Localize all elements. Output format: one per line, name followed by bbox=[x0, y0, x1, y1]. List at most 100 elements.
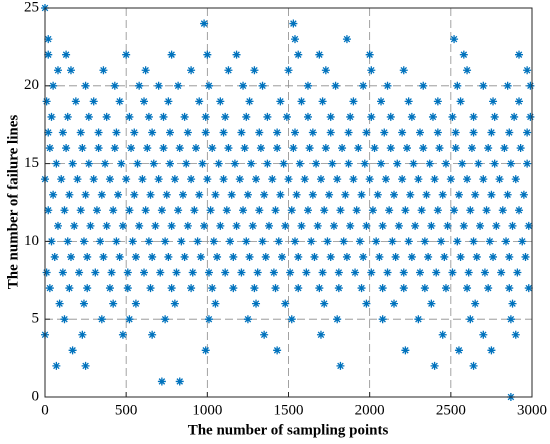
point bbox=[58, 268, 67, 277]
point bbox=[209, 237, 218, 246]
point bbox=[198, 159, 207, 168]
point bbox=[515, 97, 524, 106]
point bbox=[502, 237, 511, 246]
point bbox=[258, 81, 267, 90]
point bbox=[112, 237, 121, 246]
point bbox=[357, 190, 366, 199]
point bbox=[125, 315, 134, 324]
point bbox=[159, 144, 168, 153]
point bbox=[58, 128, 67, 137]
point bbox=[312, 159, 321, 168]
point bbox=[79, 299, 88, 308]
point bbox=[112, 128, 121, 137]
point bbox=[401, 206, 410, 215]
point bbox=[448, 268, 457, 277]
point bbox=[521, 252, 530, 261]
point bbox=[219, 128, 228, 137]
point bbox=[156, 268, 165, 277]
point bbox=[216, 221, 225, 230]
point bbox=[359, 252, 368, 261]
point bbox=[399, 66, 408, 75]
point bbox=[320, 206, 329, 215]
point bbox=[432, 268, 441, 277]
point bbox=[487, 346, 496, 355]
point bbox=[420, 284, 429, 293]
point bbox=[240, 144, 249, 153]
point bbox=[94, 128, 103, 137]
point bbox=[73, 175, 82, 184]
point bbox=[459, 50, 468, 59]
point bbox=[419, 144, 428, 153]
point bbox=[97, 315, 106, 324]
point bbox=[456, 252, 465, 261]
point bbox=[200, 221, 209, 230]
point bbox=[76, 206, 85, 215]
point bbox=[180, 112, 189, 121]
point bbox=[433, 206, 442, 215]
point bbox=[433, 97, 442, 106]
point bbox=[164, 97, 173, 106]
point bbox=[70, 221, 79, 230]
x-tick-label: 2500 bbox=[436, 402, 466, 418]
point bbox=[109, 206, 118, 215]
point bbox=[243, 190, 252, 199]
point bbox=[115, 252, 124, 261]
point bbox=[50, 252, 59, 261]
point bbox=[213, 252, 222, 261]
point bbox=[303, 81, 312, 90]
point bbox=[415, 268, 424, 277]
point bbox=[380, 128, 389, 137]
point bbox=[89, 175, 98, 184]
point bbox=[208, 144, 217, 153]
point bbox=[435, 144, 444, 153]
point bbox=[484, 144, 493, 153]
point bbox=[81, 190, 90, 199]
point bbox=[349, 175, 358, 184]
y-tick-label: 5 bbox=[32, 311, 40, 327]
point bbox=[105, 284, 114, 293]
point bbox=[235, 175, 244, 184]
point bbox=[174, 206, 183, 215]
point bbox=[86, 221, 95, 230]
point bbox=[148, 128, 157, 137]
point bbox=[295, 159, 304, 168]
point bbox=[294, 252, 303, 261]
point bbox=[469, 112, 478, 121]
point bbox=[276, 190, 285, 199]
point bbox=[165, 128, 174, 137]
point bbox=[135, 81, 144, 90]
point bbox=[162, 190, 171, 199]
point bbox=[424, 252, 433, 261]
point bbox=[78, 330, 87, 339]
point bbox=[289, 144, 298, 153]
point bbox=[49, 190, 58, 199]
point bbox=[177, 237, 186, 246]
point bbox=[193, 237, 202, 246]
point bbox=[260, 190, 269, 199]
point bbox=[357, 284, 366, 293]
point bbox=[226, 237, 235, 246]
point bbox=[237, 128, 246, 137]
point bbox=[506, 159, 515, 168]
point bbox=[485, 237, 494, 246]
point bbox=[135, 221, 144, 230]
point bbox=[342, 252, 351, 261]
point bbox=[52, 159, 61, 168]
point bbox=[248, 221, 257, 230]
point bbox=[265, 221, 274, 230]
point bbox=[62, 50, 71, 59]
point bbox=[148, 330, 157, 339]
point bbox=[490, 159, 499, 168]
point bbox=[489, 252, 498, 261]
y-axis-label: The number of failure lines bbox=[5, 115, 21, 290]
point bbox=[484, 284, 493, 293]
point bbox=[287, 315, 296, 324]
point bbox=[239, 206, 248, 215]
point bbox=[451, 144, 460, 153]
point bbox=[279, 159, 288, 168]
point bbox=[229, 284, 238, 293]
point bbox=[334, 284, 343, 293]
point bbox=[305, 144, 314, 153]
point bbox=[230, 159, 239, 168]
point bbox=[188, 268, 197, 277]
